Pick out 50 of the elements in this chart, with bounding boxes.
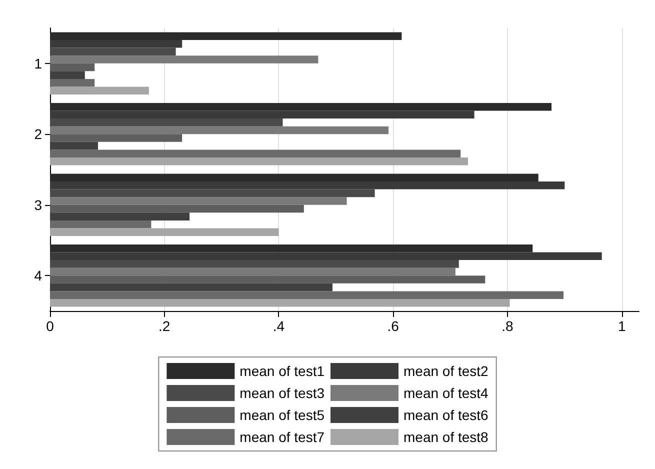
legend-label: mean of test2	[404, 363, 489, 379]
bar	[50, 252, 602, 260]
bar	[50, 102, 552, 111]
bar	[50, 220, 152, 228]
bar	[50, 78, 95, 87]
x-tick-label: .6	[387, 318, 400, 334]
bar	[50, 134, 182, 142]
y-tick-label: 1	[34, 55, 42, 72]
bar	[50, 110, 474, 119]
bar	[50, 197, 347, 205]
x-tick-label: 1	[618, 318, 626, 334]
bar	[50, 182, 565, 190]
y-tick-label: 4	[34, 268, 42, 284]
bar	[50, 71, 85, 79]
bar	[50, 126, 389, 134]
bar	[50, 276, 486, 284]
bar	[50, 212, 190, 220]
bar	[50, 40, 182, 48]
bar	[50, 174, 538, 182]
bar	[50, 260, 459, 268]
bar	[50, 86, 149, 95]
bar	[50, 32, 402, 40]
x-tick-label: .4	[272, 318, 285, 334]
bar	[50, 268, 456, 276]
bar	[50, 48, 176, 56]
legend-label: mean of test3	[240, 385, 325, 401]
bar	[50, 118, 283, 126]
legend-label: mean of test7	[240, 429, 325, 445]
bar	[50, 142, 98, 150]
bar	[50, 157, 468, 166]
bar	[50, 189, 375, 198]
x-tick-label: .2	[158, 318, 170, 334]
legend-label: mean of test5	[240, 407, 325, 423]
legend-label: mean of test6	[404, 407, 489, 423]
x-tick-label: .8	[502, 318, 514, 334]
bar	[50, 204, 304, 213]
bar	[50, 291, 564, 299]
legend-label: mean of test1	[240, 363, 325, 379]
bar	[50, 228, 279, 236]
bar	[50, 150, 461, 158]
legend-label: mean of test4	[404, 385, 489, 401]
bar	[50, 56, 318, 64]
y-tick-label: 2	[34, 126, 42, 142]
bar	[50, 283, 332, 292]
bar	[50, 298, 510, 307]
bar	[50, 63, 95, 72]
legend-label: mean of test8	[404, 429, 489, 445]
bar	[50, 244, 533, 252]
y-tick-label: 3	[34, 196, 42, 213]
x-tick-label: 0	[46, 318, 54, 334]
